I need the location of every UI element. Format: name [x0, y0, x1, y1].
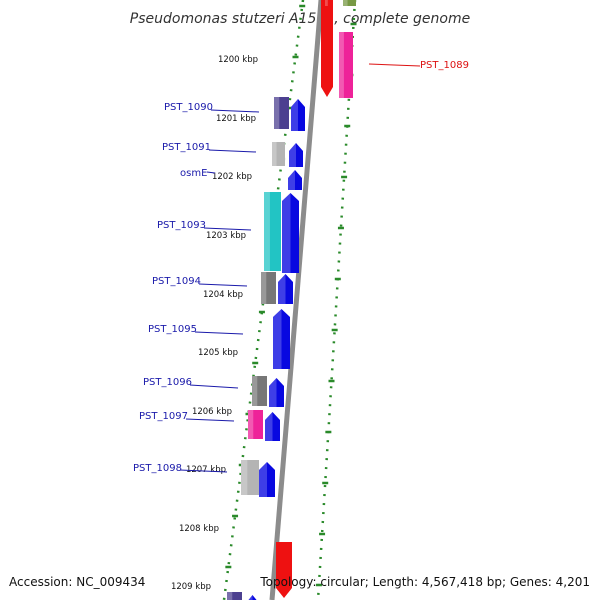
gene-features	[227, 0, 356, 600]
kbp-label: 1207 kbp	[186, 465, 226, 475]
gene-label[interactable]: PST_1094	[152, 276, 201, 287]
cds-block-pst1097-highlight	[248, 410, 254, 439]
cds-green-block	[343, 0, 356, 6]
kbp-label: 1201 kbp	[216, 114, 256, 124]
gene-labels[interactable]: PST_1089 PST_1090 PST_1091 osmE PST_1093 PST_…	[133, 60, 469, 474]
kbp-label: 1208 kbp	[179, 524, 219, 534]
kbp-label: 1202 kbp	[212, 172, 252, 182]
cds-block-pst1096-highlight	[252, 376, 258, 406]
gene-label[interactable]: PST_1091	[162, 142, 211, 153]
ruler-labels: 1200 kbp 1201 kbp 1202 kbp 1203 kbp 1204 kbp…	[171, 55, 258, 592]
cds-block-pst1093	[264, 192, 281, 271]
kbp-label: 1204 kbp	[203, 290, 243, 300]
cds-arrow-pst1091-highlight	[289, 143, 296, 167]
gene-leader-line	[206, 171, 216, 174]
cds-arrow-pst1091	[289, 143, 303, 167]
gene-label[interactable]: osmE	[180, 168, 207, 179]
gene-label[interactable]: PST_1098	[133, 463, 182, 474]
cds-purple-block-bottom-highlight	[227, 592, 233, 600]
cds-arrow-pst1096-highlight	[269, 378, 277, 407]
ruler-left-line	[222, 0, 305, 600]
cds-block-pst1094	[261, 272, 276, 304]
topology-text: Topology: circular; Length: 4,567,418 bp…	[259, 575, 590, 589]
cds-block-pst1097	[248, 410, 263, 439]
cds-block-pst1094-highlight	[261, 272, 267, 304]
ruler-right-line	[316, 0, 357, 600]
gene-leader-line	[194, 331, 244, 335]
gene-leader-line	[179, 469, 228, 473]
cds-red-arrow	[321, 0, 333, 97]
cds-purple-block-bottom	[227, 592, 242, 600]
gene-leader-line	[203, 227, 252, 231]
cds-block-pst1098-highlight	[241, 460, 248, 495]
cds-arrow-osmE	[288, 170, 302, 190]
gene-leader-line	[210, 109, 260, 113]
cds-block-pst1091-highlight	[272, 142, 277, 166]
cds-arrow-osmE-highlight	[288, 170, 295, 190]
gene-label[interactable]: PST_1089	[420, 60, 469, 71]
gene-leader-line	[185, 418, 235, 422]
cds-arrow-pst1093	[282, 193, 299, 273]
cds-arrow-pst1090	[291, 99, 305, 131]
cds-arrow-pst1093-highlight	[282, 193, 291, 273]
gene-leader-line	[198, 283, 248, 287]
accession-text: Accession: NC_009434	[9, 575, 145, 589]
cds-block-pst1090	[274, 97, 289, 129]
cds-block-pst1091	[272, 142, 285, 166]
kbp-label: 1203 kbp	[206, 231, 246, 241]
cds-arrow-pst1097-highlight	[265, 412, 273, 441]
cds-red-cap	[325, 0, 333, 6]
cds-arrow-pst1096	[269, 378, 284, 407]
kbp-label: 1206 kbp	[192, 407, 232, 417]
gene-label[interactable]: PST_1093	[157, 220, 206, 231]
cds-arrow-pst1097	[265, 412, 280, 441]
cds-block-pst1096	[252, 376, 267, 406]
cds-arrow-pst1094	[278, 274, 293, 304]
cds-arrow-pst1095-highlight	[273, 309, 282, 369]
cds-red-cap-highlight	[325, 0, 328, 6]
cds-pink-block-pst1089	[339, 32, 353, 98]
cds-block-pst1098	[241, 460, 259, 495]
gene-label[interactable]: PST_1090	[164, 102, 213, 113]
cds-arrow-bottom-highlight	[246, 595, 253, 600]
kbp-label: 1200 kbp	[218, 55, 258, 65]
cds-block-pst1093-highlight	[264, 192, 270, 271]
gene-leader-line	[208, 149, 257, 153]
cds-arrow-pst1095	[273, 309, 290, 369]
gene-label[interactable]: PST_1095	[148, 324, 197, 335]
cds-block-pst1090-highlight	[274, 97, 280, 129]
gene-label[interactable]: PST_1097	[139, 411, 188, 422]
cds-arrow-pst1094-highlight	[278, 274, 286, 304]
gene-label-leaders	[179, 63, 421, 473]
gene-leader-line	[368, 63, 421, 67]
gene-leader-line	[189, 384, 239, 389]
gene-label[interactable]: PST_1096	[143, 377, 192, 388]
cds-arrow-bottom	[246, 595, 259, 600]
genome-backbone	[269, 0, 324, 600]
cds-green-block-highlight	[343, 0, 348, 6]
cds-arrow-pst1098-highlight	[259, 462, 267, 497]
cds-arrow-pst1098	[259, 462, 275, 497]
cds-arrow-pst1090-highlight	[291, 99, 298, 131]
kbp-label: 1209 kbp	[171, 582, 211, 592]
cds-red-arrow-bottom	[276, 542, 292, 598]
kbp-label: 1205 kbp	[198, 348, 238, 358]
cds-pink-block-pst1089-highlight	[339, 32, 344, 98]
